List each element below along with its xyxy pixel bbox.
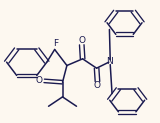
Text: O: O bbox=[94, 81, 101, 90]
Text: O: O bbox=[36, 76, 42, 85]
Text: N: N bbox=[106, 57, 113, 66]
Text: O: O bbox=[78, 36, 85, 45]
Text: F: F bbox=[53, 39, 58, 48]
